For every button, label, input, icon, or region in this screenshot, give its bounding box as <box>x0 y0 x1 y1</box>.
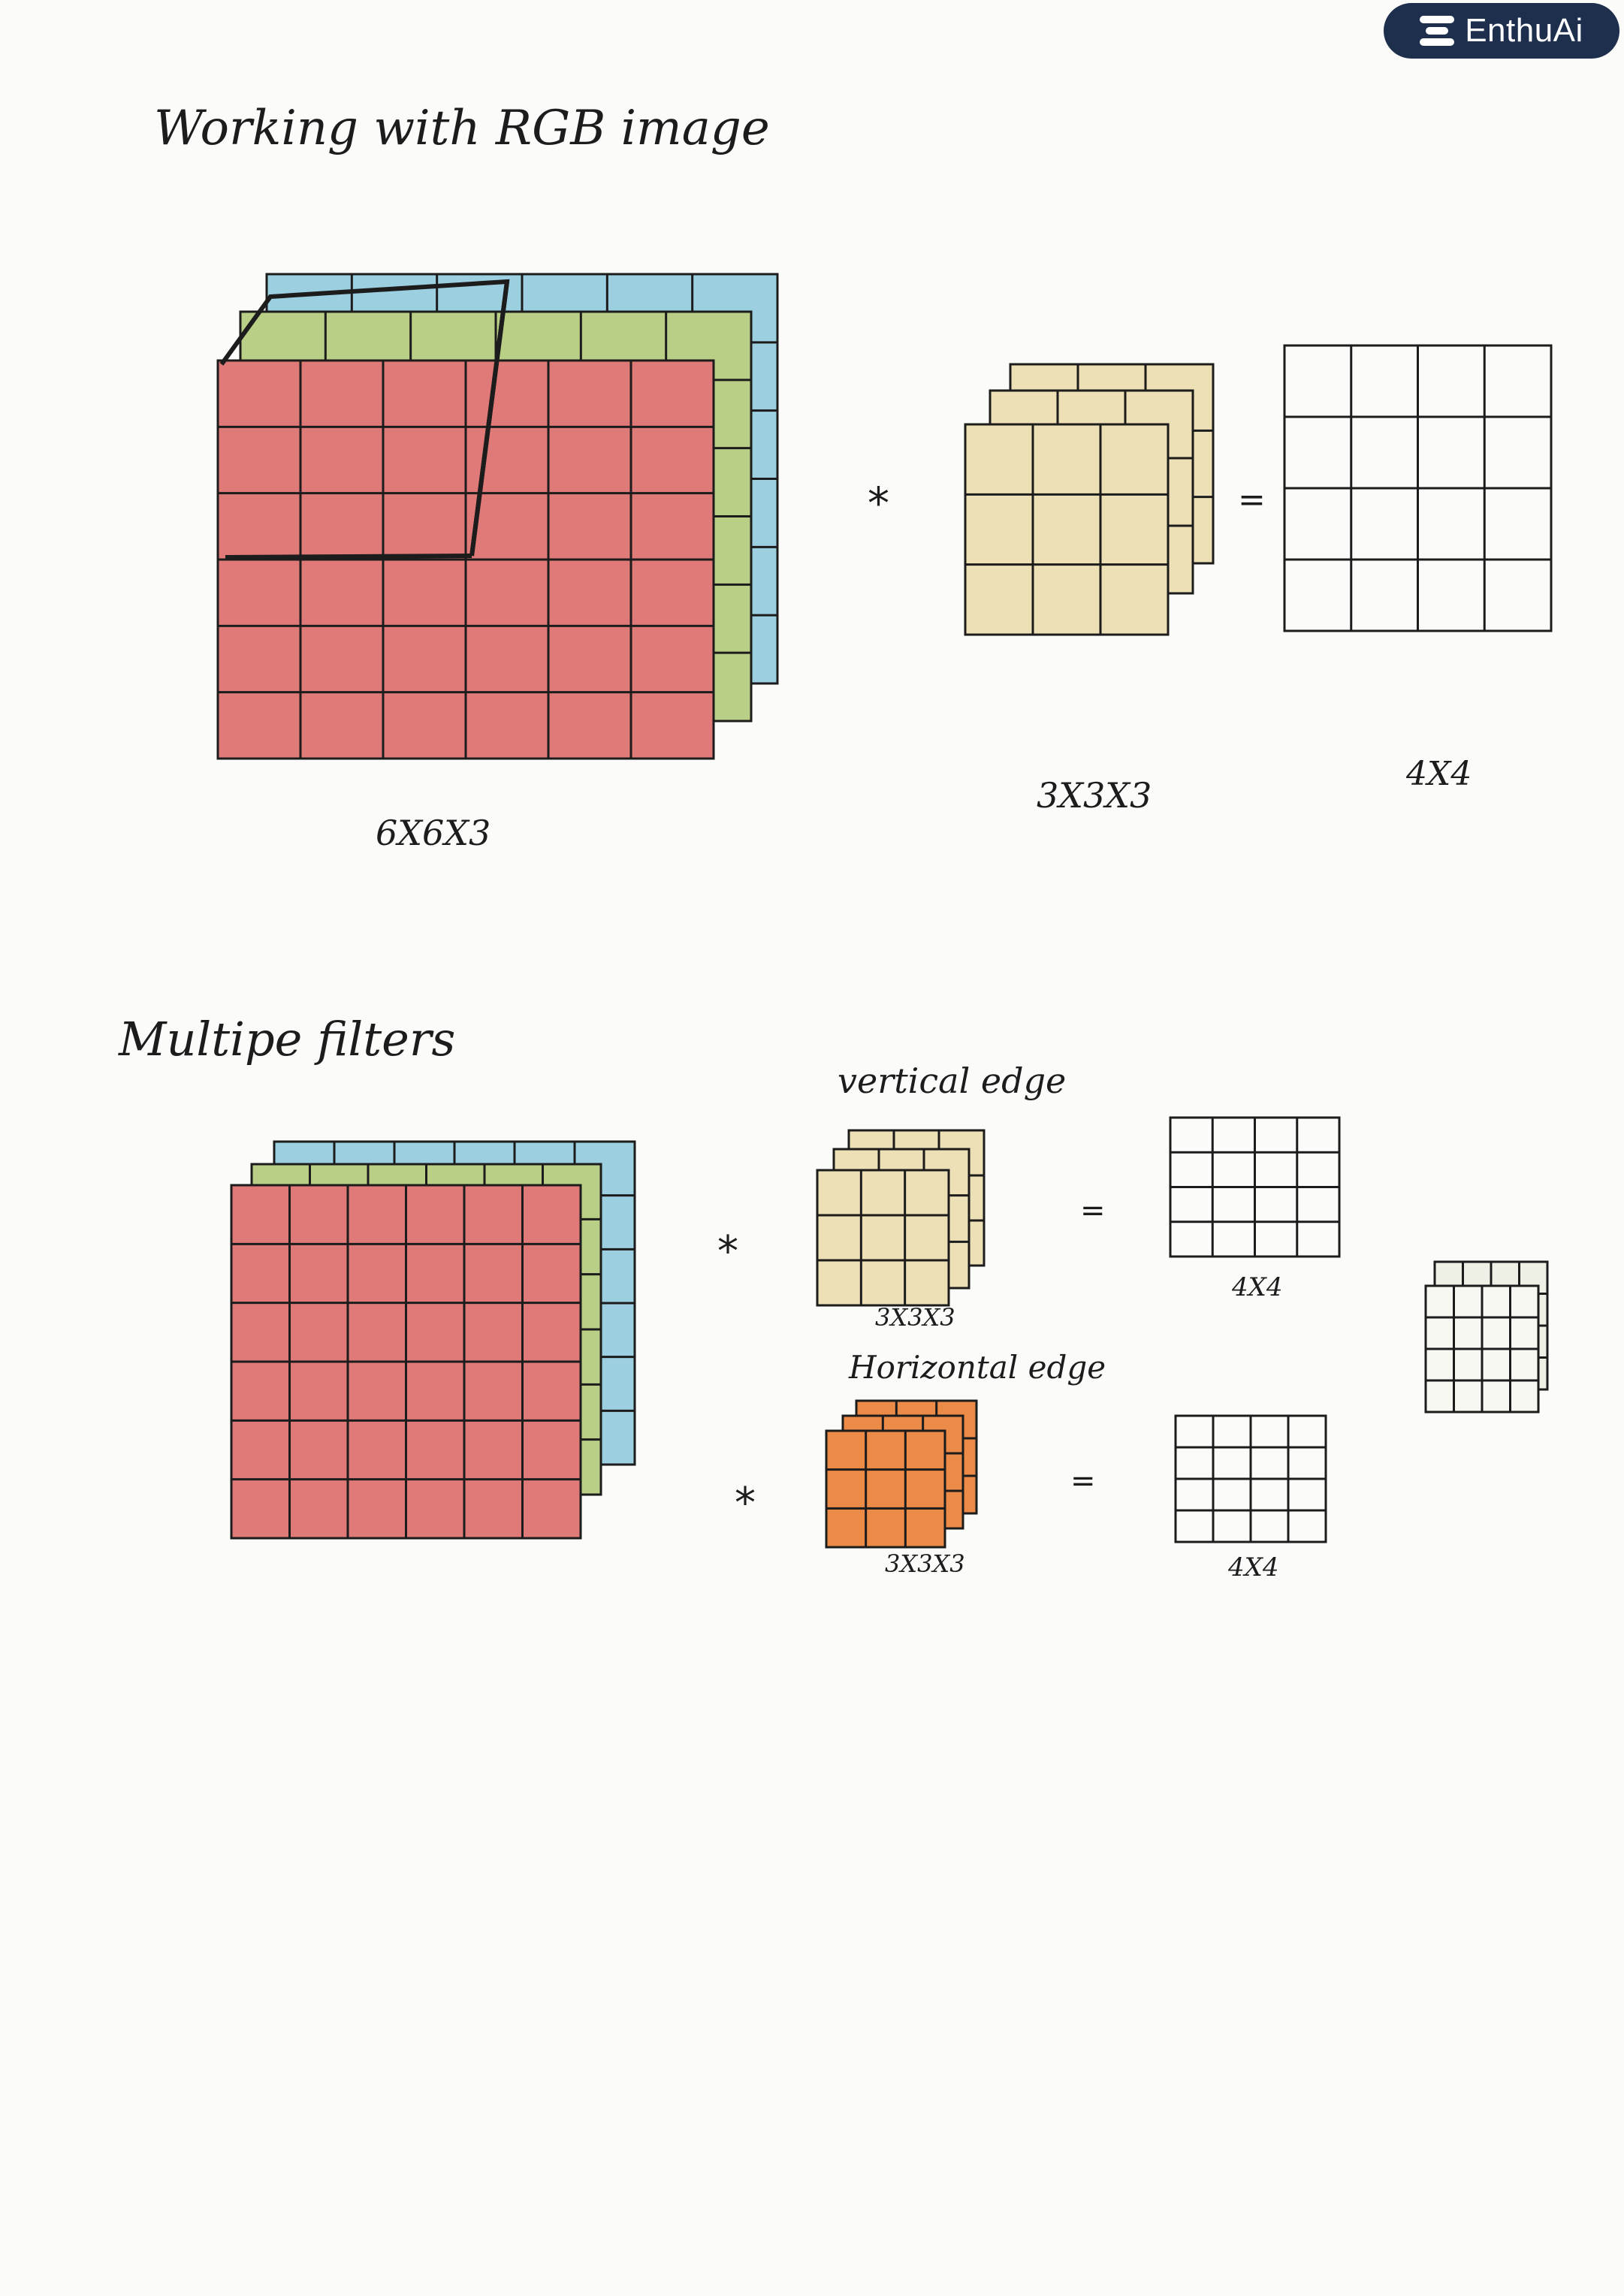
vertical-edge-caption: vertical edge <box>838 1061 1066 1101</box>
convolution-operator-1: * <box>717 1227 738 1276</box>
brand-badge[interactable]: EnthuAi <box>1384 3 1619 59</box>
output-grid-4x4-horizontal <box>1174 1414 1327 1543</box>
convolution-operator-2: * <box>735 1479 756 1528</box>
section2-title: Multipe filters <box>118 1012 455 1067</box>
stacked-output-layer-1 <box>1424 1284 1540 1414</box>
equals-sign-1: = <box>1080 1193 1106 1228</box>
vertical-edge-filter <box>816 1129 986 1307</box>
stacked-output-volume <box>1424 1260 1549 1414</box>
filter-dimension-label: 3X3X3 <box>1037 775 1152 816</box>
brand-name: EnthuAi <box>1465 12 1583 49</box>
red-channel-grid <box>230 1184 582 1540</box>
section1-title: Working with RGB image <box>154 101 770 156</box>
filter-layer-1 <box>964 423 1170 636</box>
stacked-lines-logo-icon <box>1420 16 1455 46</box>
equals-sign-2: = <box>1070 1464 1096 1498</box>
rgb-input-volume <box>216 273 779 760</box>
convolution-operator: * <box>868 478 889 529</box>
rgb-input-volume-2 <box>230 1140 636 1540</box>
vertical-filter-dimension-label: 3X3X3 <box>875 1303 955 1332</box>
output-grid-4x4-vertical <box>1169 1116 1341 1258</box>
horizontal-filter-dimension-label: 3X3X3 <box>885 1549 965 1578</box>
equals-sign: = <box>1238 481 1266 519</box>
filter-layer-1 <box>816 1169 950 1307</box>
horizontal-edge-caption: Horizontal edge <box>848 1349 1106 1386</box>
horizontal-edge-filter <box>825 1399 978 1549</box>
output2-dimension-label: 4X4 <box>1227 1552 1278 1582</box>
input-dimension-label: 6X6X3 <box>376 813 491 853</box>
filter-layer-1 <box>825 1429 946 1549</box>
output-grid-4x4 <box>1283 344 1553 632</box>
filter-3x3x3 <box>964 363 1215 636</box>
output1-dimension-label: 4X4 <box>1231 1272 1282 1302</box>
output-dimension-label: 4X4 <box>1405 755 1472 793</box>
red-channel-grid <box>216 359 715 760</box>
receptive-field-cube <box>219 279 510 560</box>
